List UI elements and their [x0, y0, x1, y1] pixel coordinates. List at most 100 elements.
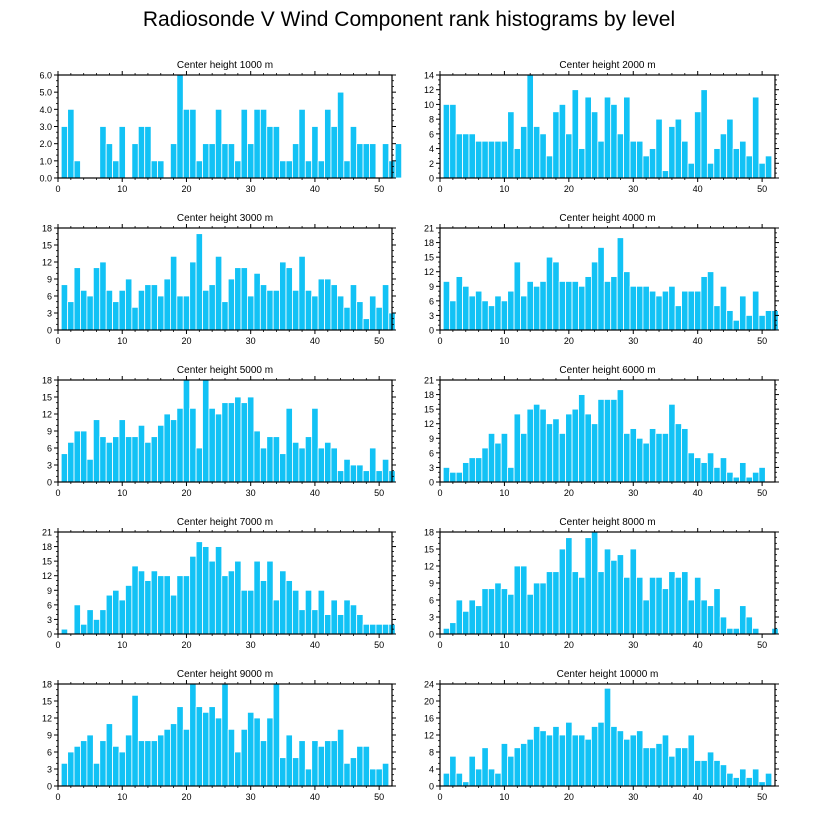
histogram-bar: [739, 768, 747, 787]
histogram-bar: [752, 768, 760, 787]
histogram-bar: [317, 160, 325, 179]
histogram-bar: [462, 133, 470, 179]
histogram-bar: [157, 734, 165, 787]
histogram-bar: [118, 126, 126, 179]
x-tick-label: 0: [55, 792, 60, 802]
x-tick-label: 40: [693, 792, 703, 802]
histogram-bar: [73, 745, 81, 787]
histogram-bar: [362, 470, 370, 483]
histogram-bar: [539, 281, 547, 331]
histogram-bar: [253, 717, 261, 787]
histogram-bar: [713, 467, 721, 483]
histogram-bar: [481, 588, 489, 635]
histogram-bar: [655, 295, 663, 331]
histogram-bar: [272, 289, 280, 331]
histogram-bar: [481, 447, 489, 483]
histogram-bar: [92, 267, 101, 331]
histogram-bar: [266, 717, 274, 787]
histogram-bar: [487, 140, 496, 179]
histogram-bar: [144, 284, 152, 331]
histogram-bar: [533, 726, 541, 787]
y-tick-label: 0: [47, 478, 52, 488]
y-tick-label: 21: [424, 224, 434, 234]
histogram-bar: [713, 588, 721, 635]
x-tick-label: 40: [693, 488, 703, 498]
histogram-bar: [603, 687, 612, 787]
histogram-bar: [500, 300, 509, 331]
histogram-bar: [539, 133, 547, 179]
histogram-bar: [208, 706, 216, 787]
histogram-bar: [150, 284, 158, 331]
x-tick-label: 10: [499, 336, 509, 346]
histogram-bar: [176, 706, 184, 787]
histogram-bar: [67, 751, 75, 787]
histogram-bar: [259, 284, 268, 331]
histogram-bar: [227, 570, 236, 635]
histogram-bar: [449, 471, 457, 483]
x-tick-label: 10: [499, 792, 509, 802]
histogram-bar: [266, 560, 274, 635]
histogram-bar: [182, 295, 191, 331]
histogram-bar: [163, 278, 171, 331]
histogram-bar: [706, 162, 715, 179]
histogram-bar: [298, 108, 306, 179]
histogram-bar: [565, 413, 573, 483]
histogram-bar: [279, 160, 287, 179]
histogram-bar: [513, 148, 521, 179]
x-tick-label: 50: [374, 488, 384, 498]
histogram-bar: [442, 627, 451, 635]
histogram-bar: [189, 555, 197, 635]
histogram-bar: [449, 755, 457, 787]
histogram-bar: [176, 575, 184, 635]
y-tick-label: 2.0: [39, 139, 52, 149]
histogram-bar: [713, 305, 721, 331]
y-tick-label: 6: [47, 292, 52, 302]
histogram-bar: [507, 111, 515, 179]
histogram-bar: [526, 738, 534, 787]
histogram-bar: [240, 589, 248, 635]
histogram-bar: [112, 301, 120, 331]
histogram-bar: [533, 126, 541, 179]
histogram-bar: [655, 118, 663, 179]
histogram-bar: [144, 441, 152, 483]
histogram-bar: [578, 148, 586, 179]
histogram-bar: [60, 284, 69, 331]
y-tick-label: 3.0: [39, 122, 52, 132]
y-tick-label: 18: [424, 528, 434, 538]
histogram-bar: [298, 255, 306, 331]
histogram-bar: [259, 108, 268, 179]
x-tick-label: 10: [499, 184, 509, 194]
y-tick-label: 6: [429, 296, 434, 306]
histogram-bar: [442, 467, 451, 483]
histogram-bar: [442, 104, 451, 179]
histogram-bar: [752, 471, 760, 483]
histogram-bar: [67, 441, 75, 483]
histogram-bar: [526, 593, 534, 635]
y-tick-label: 24: [424, 680, 434, 690]
histogram-bar: [157, 295, 165, 331]
histogram-bar: [565, 537, 573, 635]
histogram-bar: [597, 140, 605, 179]
x-tick-label: 30: [628, 488, 638, 498]
histogram-bar: [507, 290, 515, 331]
histogram-bar: [610, 104, 618, 179]
histogram-bar: [298, 447, 306, 483]
y-tick-label: 3: [47, 615, 52, 625]
histogram-bar: [752, 627, 760, 635]
y-tick-label: 0: [429, 478, 434, 488]
histogram-bar: [565, 281, 573, 331]
histogram-bar: [369, 447, 377, 483]
histogram-bar: [674, 305, 682, 331]
histogram-bar: [764, 772, 773, 787]
histogram-bar: [764, 310, 773, 331]
histogram-bar: [648, 148, 657, 179]
histogram-bar: [324, 278, 332, 331]
histogram-bar: [247, 396, 255, 483]
x-tick-label: 20: [181, 640, 191, 650]
histogram-bar: [150, 740, 158, 787]
histogram-bar: [661, 290, 670, 331]
histogram-bar: [494, 582, 502, 635]
histogram-bar: [208, 284, 216, 331]
histogram-bar: [558, 433, 567, 483]
histogram-bar: [369, 143, 377, 179]
